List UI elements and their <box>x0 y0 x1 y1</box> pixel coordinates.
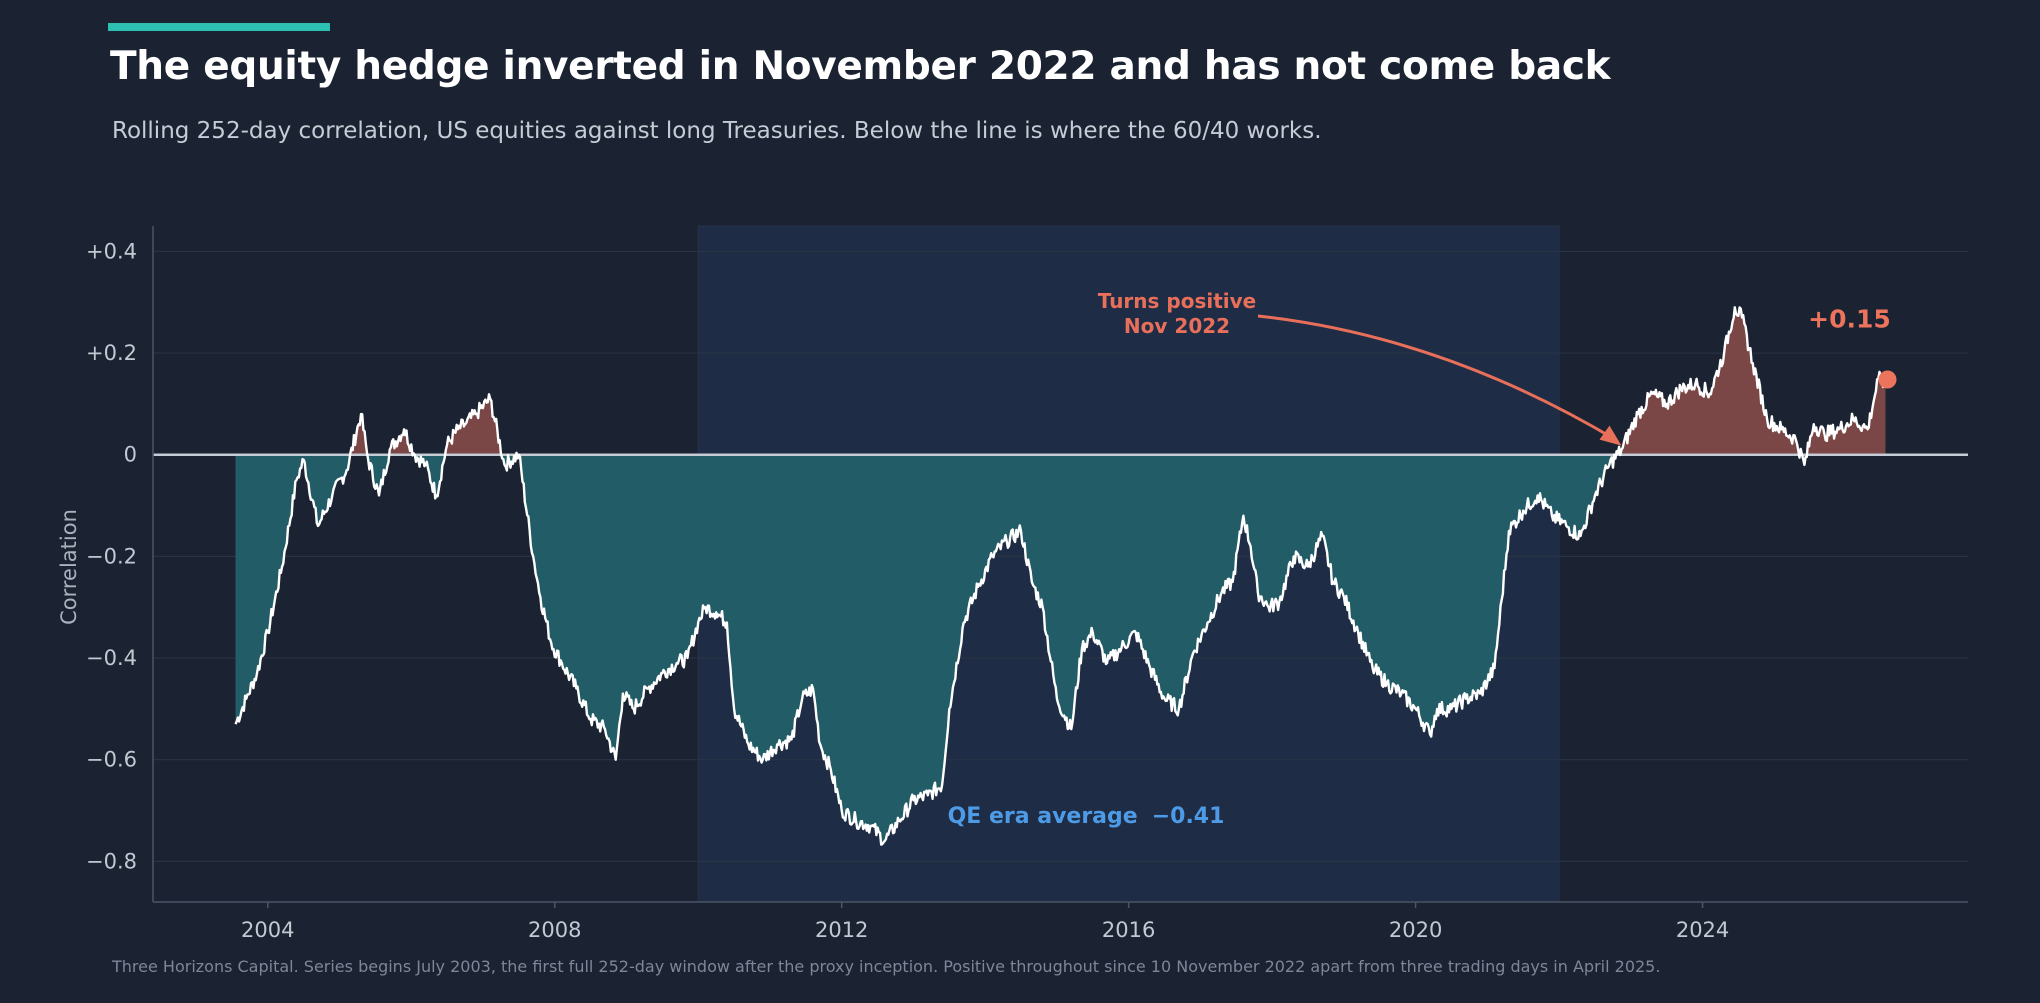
chart-title: The equity hedge inverted in November 20… <box>110 44 1611 89</box>
turns-positive-label-line2: Nov 2022 <box>1124 314 1230 338</box>
last-value-dot <box>1878 370 1897 389</box>
correlation-line <box>234 306 1887 846</box>
accent-bar <box>108 23 330 31</box>
x-tick-label: 2016 <box>1102 918 1155 942</box>
negative-correlation-area <box>235 454 1886 845</box>
y-tick-label: +0.2 <box>86 341 137 365</box>
y-tick-label: +0.4 <box>86 239 137 263</box>
x-tick-labels: 2004 2008 2012 2016 2020 2024 <box>241 902 1729 942</box>
y-axis-title: Correlation <box>57 509 81 625</box>
x-tick-label: 2024 <box>1676 918 1729 942</box>
chart-subtitle: Rolling 252-day correlation, US equities… <box>112 118 1322 144</box>
turns-positive-arrow <box>1257 314 1617 441</box>
qe-era-label-text: QE era average <box>948 804 1138 829</box>
turns-positive-label-line1: Turns positive <box>1098 289 1257 313</box>
x-tick-label: 2008 <box>528 918 581 942</box>
y-tick-label: 0 <box>124 443 137 467</box>
y-tick-label: −0.2 <box>86 544 137 568</box>
y-tick-label: −0.6 <box>86 748 137 772</box>
positive-correlation-area <box>235 307 1886 455</box>
x-tick-label: 2020 <box>1389 918 1442 942</box>
x-tick-label: 2004 <box>241 918 294 942</box>
arrowhead-icon <box>1599 425 1622 446</box>
qe-era-value: −0.41 <box>1152 804 1225 829</box>
y-tick-label: −0.8 <box>86 849 137 873</box>
y-tick-labels: +0.4 +0.2 0 −0.2 −0.4 −0.6 −0.8 <box>86 239 137 873</box>
footer-note: Three Horizons Capital. Series begins Ju… <box>112 957 1661 976</box>
qe-era-label: QE era average −0.41 <box>948 804 1225 829</box>
last-value-label: +0.15 <box>1808 305 1891 334</box>
y-tick-label: −0.4 <box>86 646 137 670</box>
x-tick-label: 2012 <box>815 918 868 942</box>
